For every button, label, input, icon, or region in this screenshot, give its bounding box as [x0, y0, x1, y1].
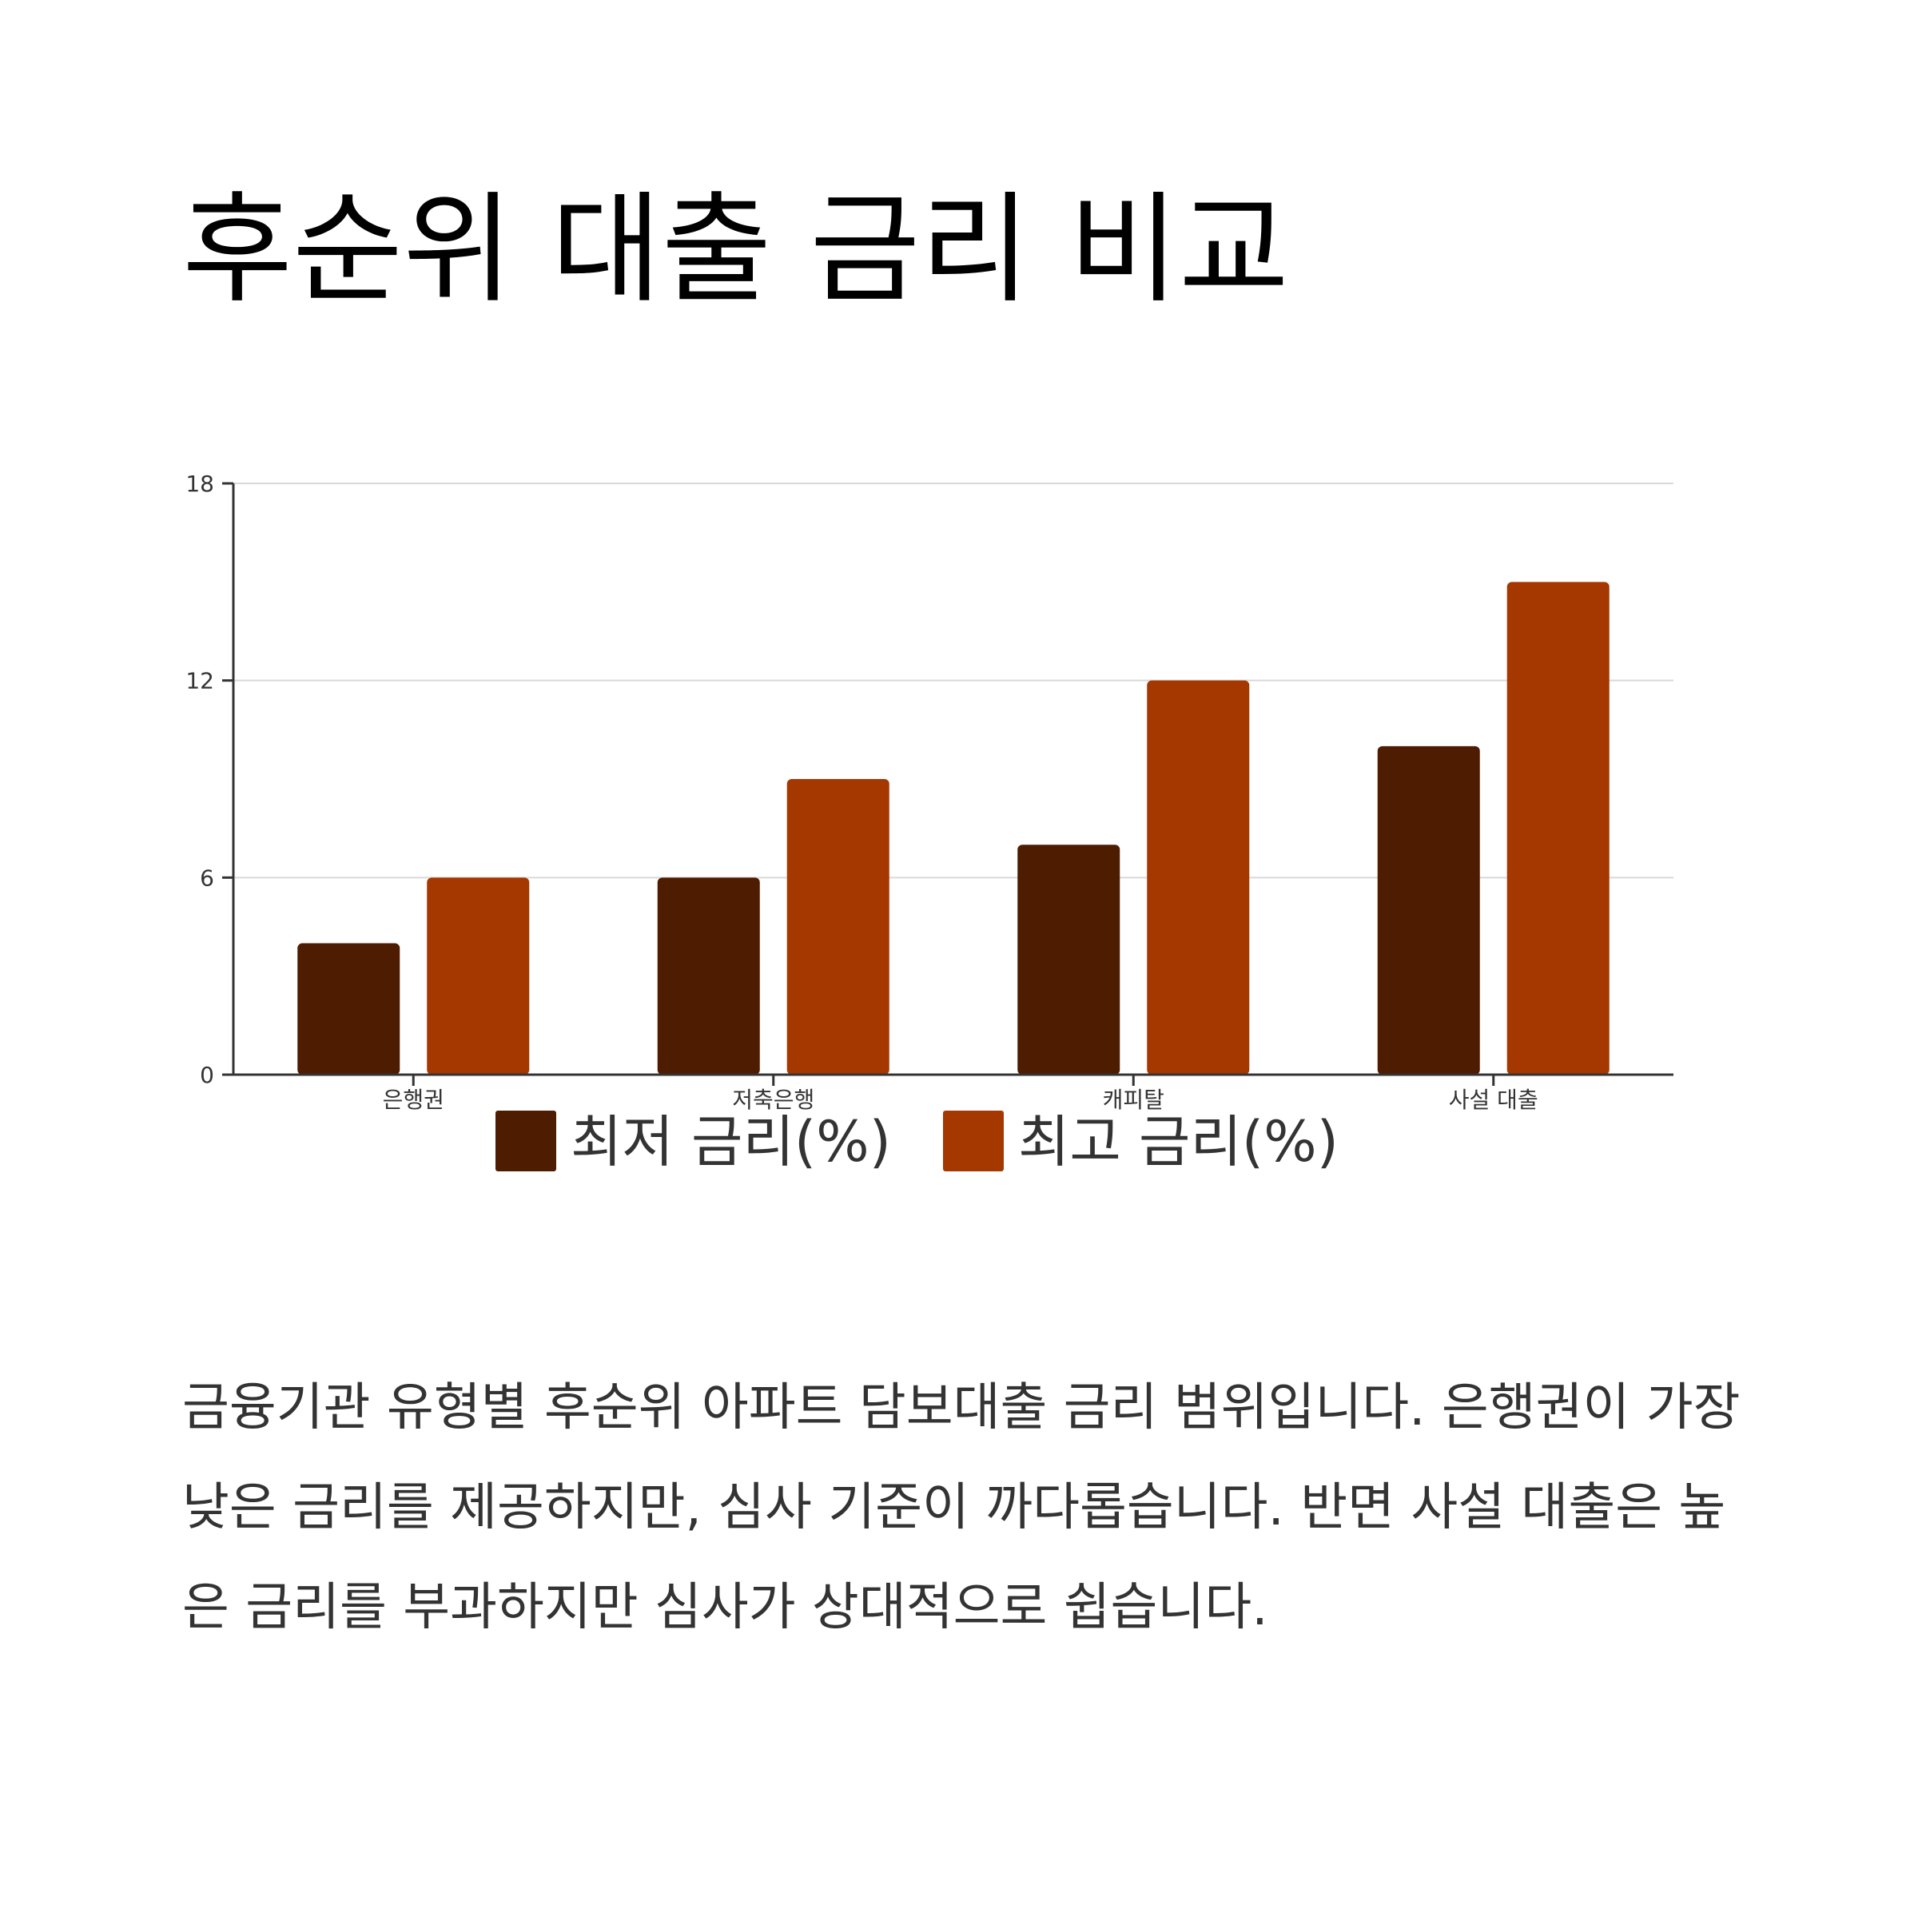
x-tick-label: 저축은행: [732, 1087, 814, 1113]
y-tick-label: 0: [200, 1062, 214, 1088]
bars: [297, 582, 1610, 1075]
legend-swatch: [943, 1111, 1004, 1171]
x-tick-label: 은행권: [383, 1087, 444, 1113]
x-tick-label: 캐피탈: [1103, 1087, 1164, 1113]
y-tick-label: 18: [185, 471, 214, 497]
bar-max-rate: [1506, 582, 1610, 1075]
chart-description: 금융기관 유형별 후순위 아파트 담보대출 금리 범위입니다. 은행권이 가장 …: [182, 1378, 1741, 1637]
bar-min-rate: [657, 877, 760, 1075]
legend: 최저 금리(%) 최고 금리(%): [495, 1109, 1339, 1175]
bar-min-rate: [297, 943, 400, 1075]
legend-label: 최고 금리(%): [1018, 1109, 1339, 1175]
bar-chart: 0 6 12 18 은행권 저축은행 캐피탈 사설 대출 최저 금리(%) 최고 금리(%): [185, 471, 1673, 1175]
x-tick-label: 사설 대출: [1449, 1087, 1538, 1113]
bar-min-rate: [1017, 845, 1120, 1075]
axes: 0 6 12 18 은행권 저축은행 캐피탈 사설 대출: [185, 471, 1673, 1113]
bar-max-rate: [1147, 680, 1250, 1075]
bar-max-rate: [786, 779, 889, 1075]
page-title: 후순위 대출 금리 비교: [182, 181, 1290, 320]
bar-max-rate: [427, 877, 530, 1075]
y-tick-label: 6: [200, 865, 214, 891]
bar-min-rate: [1377, 745, 1480, 1075]
legend-label: 최저 금리(%): [571, 1109, 891, 1175]
y-tick-label: 12: [185, 668, 214, 694]
legend-swatch: [495, 1111, 556, 1171]
